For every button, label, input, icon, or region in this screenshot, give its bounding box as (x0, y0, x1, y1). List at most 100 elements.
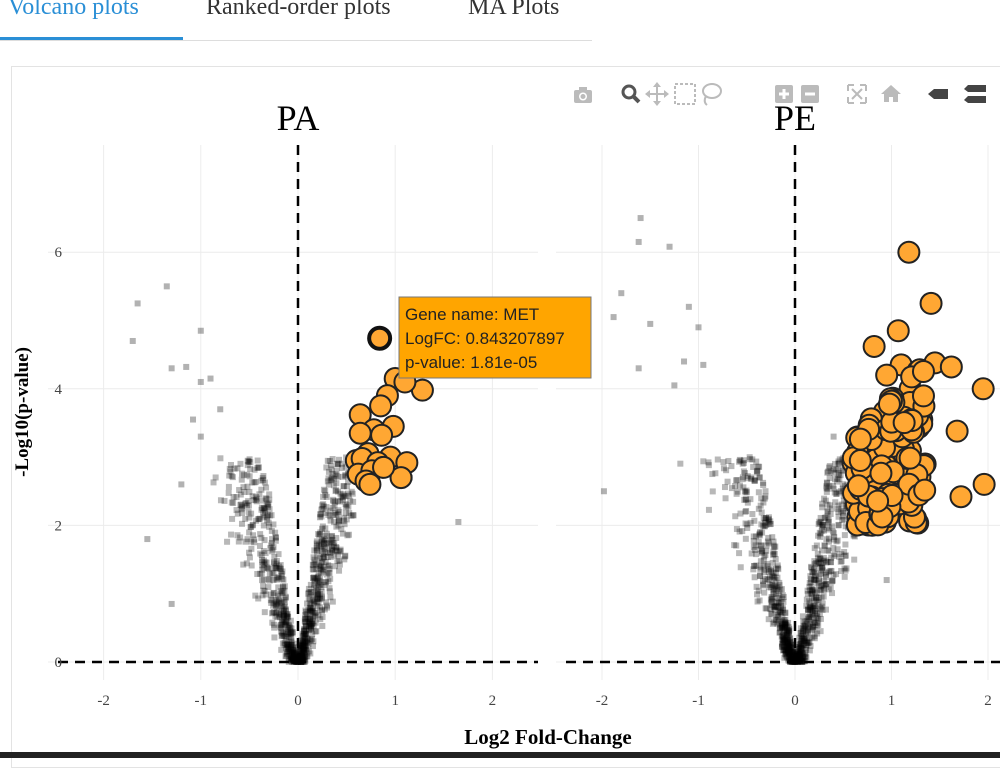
ns-point (283, 642, 290, 649)
ns-point (262, 495, 269, 502)
tab-ma-plots[interactable]: MA Plots (468, 0, 560, 20)
ns-point (305, 615, 312, 622)
ns-point (340, 517, 347, 524)
ns-point (785, 624, 792, 631)
ns-point (299, 642, 306, 649)
ns-point (825, 518, 832, 525)
zoom-in-icon[interactable] (772, 80, 798, 108)
ns-point (328, 533, 335, 540)
tab-volcano-plots[interactable]: Volcano plots (8, 0, 139, 20)
pan-icon[interactable] (644, 80, 670, 108)
tab-ranked-order-plots[interactable]: Ranked-order plots (206, 0, 391, 20)
ns-point (770, 588, 777, 595)
significant-point[interactable] (372, 455, 396, 479)
ns-point (298, 645, 305, 652)
significant-point[interactable] (389, 466, 413, 490)
ns-point (319, 545, 326, 552)
ns-point (324, 548, 331, 555)
significant-point[interactable] (875, 363, 899, 387)
ns-point (799, 630, 806, 637)
box-select-icon[interactable] (672, 80, 698, 108)
ns-point (237, 460, 244, 467)
significant-point[interactable] (913, 478, 937, 502)
ns-point (266, 512, 273, 519)
ns-point (810, 623, 817, 630)
ns-point (327, 507, 334, 514)
ns-point (828, 568, 835, 575)
significant-point[interactable] (911, 384, 935, 408)
ns-point (271, 560, 278, 567)
significant-point[interactable] (972, 472, 996, 496)
ns-point (278, 646, 285, 653)
ns-point (771, 575, 778, 582)
significant-point[interactable] (862, 334, 886, 358)
significant-points[interactable] (344, 240, 996, 537)
ns-point (281, 603, 288, 610)
significant-point[interactable] (869, 461, 893, 485)
ns-point (292, 647, 299, 654)
ns-point (296, 656, 303, 663)
ns-point (761, 519, 768, 526)
hover-closest-icon[interactable] (924, 80, 950, 108)
significant-point[interactable] (348, 421, 372, 445)
ns-point (310, 600, 317, 607)
ns-point (705, 459, 712, 466)
ns-point (275, 574, 282, 581)
ns-point (339, 460, 346, 467)
significant-point[interactable] (848, 427, 872, 451)
lasso-icon[interactable] (698, 80, 724, 108)
ns-point (274, 608, 281, 615)
ns-point (783, 636, 790, 643)
camera-icon[interactable] (570, 80, 596, 108)
significant-point[interactable] (971, 377, 995, 401)
ns-point (770, 552, 777, 559)
significant-point[interactable] (911, 360, 935, 384)
ns-point (315, 562, 322, 569)
ns-point (270, 589, 277, 596)
significant-point[interactable] (919, 291, 943, 315)
ns-point (291, 650, 298, 657)
ns-point (257, 531, 264, 538)
significant-point[interactable] (866, 489, 890, 513)
ns-point (305, 590, 312, 597)
ns-point (798, 648, 805, 655)
zoom-out-icon[interactable] (798, 80, 824, 108)
ns-point (249, 479, 256, 486)
ns-point (279, 589, 286, 596)
hover-compare-icon[interactable] (960, 80, 986, 108)
ns-point (816, 518, 823, 525)
ns-point (342, 501, 349, 508)
autoscale-icon[interactable] (844, 80, 870, 108)
ns-point (813, 593, 820, 600)
significant-point[interactable] (846, 474, 870, 498)
significant-point[interactable] (939, 355, 963, 379)
ns-point (796, 652, 803, 659)
ns-point (842, 567, 849, 574)
significant-point[interactable] (358, 472, 382, 496)
ns-point (836, 489, 843, 496)
ns-point (767, 567, 774, 574)
ns-point (774, 611, 781, 618)
ns-point (775, 614, 782, 621)
significant-point[interactable] (370, 423, 394, 447)
significant-point[interactable] (886, 319, 910, 343)
significant-point[interactable] (877, 392, 901, 416)
significant-point[interactable] (949, 485, 973, 509)
significant-point[interactable] (898, 446, 922, 470)
significant-point[interactable] (369, 394, 393, 418)
ns-point (306, 604, 313, 611)
ns-point (282, 653, 289, 660)
ns-point (811, 572, 818, 579)
ns-point (313, 628, 320, 635)
zoom-icon[interactable] (618, 80, 644, 108)
significant-point[interactable] (892, 411, 916, 435)
ns-point (316, 590, 323, 597)
ns-point (259, 577, 266, 584)
significant-point[interactable] (897, 240, 921, 264)
ns-point (808, 564, 815, 571)
significant-point[interactable] (945, 419, 969, 443)
home-icon[interactable] (878, 80, 904, 108)
significant-point[interactable] (848, 449, 872, 473)
ns-point (254, 464, 261, 471)
